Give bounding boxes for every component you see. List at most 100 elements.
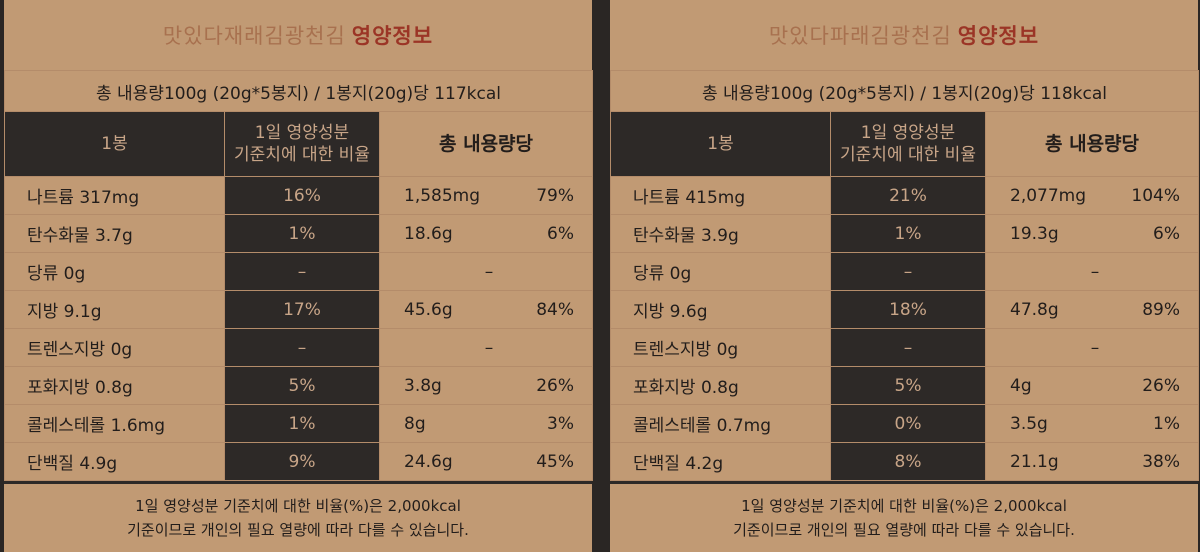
total-amount: 2,077mg <box>1010 185 1087 206</box>
total-cell: 2,077mg 104% <box>984 176 1200 215</box>
total-cell: – <box>984 252 1200 291</box>
daily-value-percent: 1% <box>224 214 380 253</box>
total-cell: 45.6g 84% <box>378 290 594 329</box>
total-cell: 3.5g 1% <box>984 404 1200 443</box>
total-cell: – <box>984 328 1200 367</box>
nutrient-row: 탄수화물 3.7g 1% 18.6g 6% <box>4 214 594 253</box>
total-cell: 3.8g 26% <box>378 366 594 405</box>
col-header-per-pack: 1봉 <box>4 111 225 177</box>
nutrient-label: 지방 9.1g <box>4 290 225 329</box>
nutrient-row: 지방 9.6g 18% 47.8g 89% <box>610 290 1200 329</box>
nutrient-label: 단백질 4.2g <box>610 442 831 481</box>
total-cell: 47.8g 89% <box>984 290 1200 329</box>
daily-value-percent: 1% <box>830 214 986 253</box>
col-header-daily-value: 1일 영양성분 기준치에 대한 비율 <box>224 111 380 177</box>
nutrient-row: 지방 9.1g 17% 45.6g 84% <box>4 290 594 329</box>
total-value-dash: – <box>1090 337 1100 358</box>
total-amount: 8g <box>404 413 426 434</box>
nutrient-label: 나트륨 317mg <box>4 176 225 215</box>
daily-value-percent: 17% <box>224 290 380 329</box>
total-percent: 84% <box>536 299 575 320</box>
total-percent: 89% <box>1142 299 1181 320</box>
daily-value-percent: 0% <box>830 404 986 443</box>
footer-note: 1일 영양성분 기준치에 대한 비율(%)은 2,000kcal 기준이므로 개인… <box>4 484 592 552</box>
total-amount: 1,585mg <box>404 185 481 206</box>
nutrient-row: 당류 0g – – <box>610 252 1200 291</box>
daily-value-percent: 5% <box>830 366 986 405</box>
col-header-daily-value: 1일 영양성분 기준치에 대한 비율 <box>830 111 986 177</box>
col-header-daily-line1: 1일 영양성분 <box>860 122 956 143</box>
total-amount: 47.8g <box>1010 299 1059 320</box>
nutrient-row: 포화지방 0.8g 5% 3.8g 26% <box>4 366 594 405</box>
nutrient-row: 트렌스지방 0g – – <box>4 328 594 367</box>
nutrient-row: 포화지방 0.8g 5% 4g 26% <box>610 366 1200 405</box>
total-percent: 26% <box>536 375 575 396</box>
total-cell: 4g 26% <box>984 366 1200 405</box>
total-amount: 45.6g <box>404 299 453 320</box>
nutrient-label: 단백질 4.9g <box>4 442 225 481</box>
total-cell: 8g 3% <box>378 404 594 443</box>
nutrient-row: 트렌스지방 0g – – <box>610 328 1200 367</box>
total-amount: 18.6g <box>404 223 453 244</box>
panel-title: 맛있다재래김광천김 영양정보 <box>4 0 592 70</box>
nutrient-row: 나트륨 317mg 16% 1,585mg 79% <box>4 176 594 215</box>
total-value-dash: – <box>484 261 494 282</box>
total-percent: 3% <box>547 413 575 434</box>
col-header-daily-line2: 기준치에 대한 비율 <box>234 145 370 165</box>
nutrient-row: 나트륨 415mg 21% 2,077mg 104% <box>610 176 1200 215</box>
nutrient-row: 단백질 4.9g 9% 24.6g 45% <box>4 442 594 481</box>
total-cell: 1,585mg 79% <box>378 176 594 215</box>
total-percent: 26% <box>1142 375 1181 396</box>
nutrient-label: 나트륨 415mg <box>610 176 831 215</box>
col-header-daily-line2: 기준치에 대한 비율 <box>840 145 976 165</box>
col-header-per-pack: 1봉 <box>610 111 831 177</box>
daily-value-percent: 8% <box>830 442 986 481</box>
nutrient-row: 탄수화물 3.9g 1% 19.3g 6% <box>610 214 1200 253</box>
nutrient-label: 당류 0g <box>4 252 225 291</box>
total-cell: – <box>378 328 594 367</box>
nutrient-label: 포화지방 0.8g <box>4 366 225 405</box>
footer-note-line2: 기준이므로 개인의 필요 열량에 따라 다를 수 있습니다. <box>733 521 1075 539</box>
total-amount: 24.6g <box>404 451 453 472</box>
total-amount: 3.8g <box>404 375 442 396</box>
nutrition-panel-right: 맛있다파래김광천김 영양정보 총 내용량100g (20g*5봉지) / 1봉지(2… <box>609 0 1200 552</box>
nutrient-label: 트렌스지방 0g <box>610 328 831 367</box>
nutrient-label: 콜레스테롤 0.7mg <box>610 404 831 443</box>
footer-note: 1일 영양성분 기준치에 대한 비율(%)은 2,000kcal 기준이므로 개인… <box>610 484 1198 552</box>
footer-note-line2: 기준이므로 개인의 필요 열량에 따라 다를 수 있습니다. <box>127 521 469 539</box>
nutrient-label: 트렌스지방 0g <box>4 328 225 367</box>
total-amount: 4g <box>1010 375 1032 396</box>
product-name: 맛있다파래김광천김 <box>768 24 952 48</box>
total-percent: 38% <box>1142 451 1181 472</box>
nutrient-label: 포화지방 0.8g <box>610 366 831 405</box>
nutrient-label: 지방 9.6g <box>610 290 831 329</box>
nutrition-info-heading: 영양정보 <box>957 24 1040 48</box>
total-cell: 24.6g 45% <box>378 442 594 481</box>
nutrient-label: 탄수화물 3.7g <box>4 214 225 253</box>
total-value-dash: – <box>1090 261 1100 282</box>
daily-value-percent: – <box>224 328 380 367</box>
total-cell: 21.1g 38% <box>984 442 1200 481</box>
total-value-dash: – <box>484 337 494 358</box>
col-header-daily-line1: 1일 영양성분 <box>254 122 350 143</box>
daily-value-percent: 21% <box>830 176 986 215</box>
total-percent: 45% <box>536 451 575 472</box>
nutrient-row: 단백질 4.2g 8% 21.1g 38% <box>610 442 1200 481</box>
col-header-total: 총 내용량당 <box>378 111 594 177</box>
daily-value-percent: – <box>224 252 380 291</box>
nutrition-panel-left: 맛있다재래김광천김 영양정보 총 내용량100g (20g*5봉지) / 1봉지(2… <box>3 0 594 552</box>
total-amount: 21.1g <box>1010 451 1059 472</box>
total-percent: 6% <box>547 223 575 244</box>
nutrient-label: 탄수화물 3.9g <box>610 214 831 253</box>
nutrition-info-heading: 영양정보 <box>351 24 434 48</box>
total-cell: – <box>378 252 594 291</box>
nutrient-row: 당류 0g – – <box>4 252 594 291</box>
nutrition-table: 총 내용량100g (20g*5봉지) / 1봉지(20g)당 117kcal 1… <box>3 70 594 481</box>
panel-title: 맛있다파래김광천김 영양정보 <box>610 0 1198 70</box>
total-percent: 79% <box>536 185 575 206</box>
total-content-line: 총 내용량100g (20g*5봉지) / 1봉지(20g)당 118kcal <box>609 70 1200 112</box>
nutrient-label: 콜레스테롤 1.6mg <box>4 404 225 443</box>
daily-value-percent: – <box>830 252 986 291</box>
total-content-line: 총 내용량100g (20g*5봉지) / 1봉지(20g)당 117kcal <box>3 70 594 112</box>
total-percent: 1% <box>1153 413 1181 434</box>
